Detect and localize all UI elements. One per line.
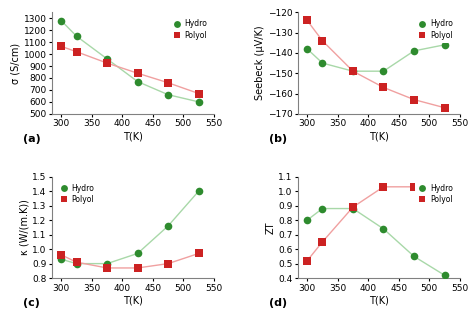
Hydro — [74, 262, 80, 265]
Polyol — [381, 185, 386, 189]
Legend: Hydro, Polyol: Hydro, Polyol — [169, 16, 210, 43]
Hydro — [58, 19, 64, 23]
Hydro — [304, 218, 310, 222]
Text: (c): (c) — [23, 298, 40, 308]
Hydro — [58, 257, 64, 261]
Y-axis label: Seebeck (μV/K): Seebeck (μV/K) — [255, 26, 265, 100]
Hydro — [304, 47, 310, 51]
Text: (d): (d) — [269, 298, 287, 308]
Polyol — [411, 185, 417, 189]
Hydro — [411, 49, 417, 53]
Legend: Hydro, Polyol: Hydro, Polyol — [56, 180, 97, 207]
Line: Hydro: Hydro — [57, 187, 202, 267]
Polyol — [304, 19, 310, 22]
Polyol — [319, 240, 325, 244]
Polyol — [135, 266, 140, 270]
Legend: Hydro, Polyol: Hydro, Polyol — [415, 16, 456, 43]
Line: Polyol: Polyol — [57, 250, 202, 272]
Line: Polyol: Polyol — [303, 183, 448, 265]
Line: Polyol: Polyol — [303, 17, 448, 112]
Hydro — [104, 262, 110, 265]
Polyol — [104, 61, 110, 65]
Hydro — [350, 69, 356, 73]
Line: Hydro: Hydro — [303, 41, 448, 75]
Line: Polyol: Polyol — [57, 43, 202, 97]
Polyol — [74, 50, 80, 53]
Polyol — [74, 260, 80, 264]
Y-axis label: σ (S/cm): σ (S/cm) — [11, 43, 21, 84]
Polyol — [304, 259, 310, 263]
Polyol — [58, 44, 64, 48]
Hydro — [350, 207, 356, 210]
X-axis label: T(K): T(K) — [369, 131, 389, 141]
X-axis label: T(K): T(K) — [369, 295, 389, 305]
Polyol — [58, 253, 64, 257]
Hydro — [442, 273, 447, 277]
Hydro — [319, 207, 325, 210]
Polyol — [165, 81, 171, 85]
Polyol — [350, 69, 356, 73]
Hydro — [196, 100, 201, 104]
X-axis label: T(K): T(K) — [123, 295, 143, 305]
Polyol — [196, 92, 201, 95]
Hydro — [165, 93, 171, 96]
Line: Hydro: Hydro — [303, 205, 448, 279]
Polyol — [411, 98, 417, 101]
Text: (b): (b) — [269, 134, 287, 144]
Y-axis label: ZT: ZT — [265, 221, 275, 234]
Hydro — [381, 69, 386, 73]
Polyol — [350, 205, 356, 209]
Hydro — [319, 61, 325, 65]
Polyol — [196, 252, 201, 255]
Text: (a): (a) — [23, 134, 41, 144]
Polyol — [165, 262, 171, 265]
Polyol — [442, 191, 447, 194]
Hydro — [135, 252, 140, 255]
Polyol — [381, 86, 386, 89]
Hydro — [104, 57, 110, 61]
Hydro — [165, 224, 171, 228]
Hydro — [196, 189, 201, 193]
Hydro — [135, 80, 140, 83]
Hydro — [381, 227, 386, 231]
Hydro — [74, 34, 80, 38]
Y-axis label: κ (W/(m.K)): κ (W/(m.K)) — [19, 199, 29, 255]
Legend: Hydro, Polyol: Hydro, Polyol — [415, 180, 456, 207]
Hydro — [411, 255, 417, 258]
X-axis label: T(K): T(K) — [123, 131, 143, 141]
Polyol — [104, 266, 110, 270]
Polyol — [135, 71, 140, 75]
Polyol — [442, 106, 447, 110]
Line: Hydro: Hydro — [57, 17, 202, 106]
Hydro — [442, 43, 447, 47]
Polyol — [319, 39, 325, 43]
